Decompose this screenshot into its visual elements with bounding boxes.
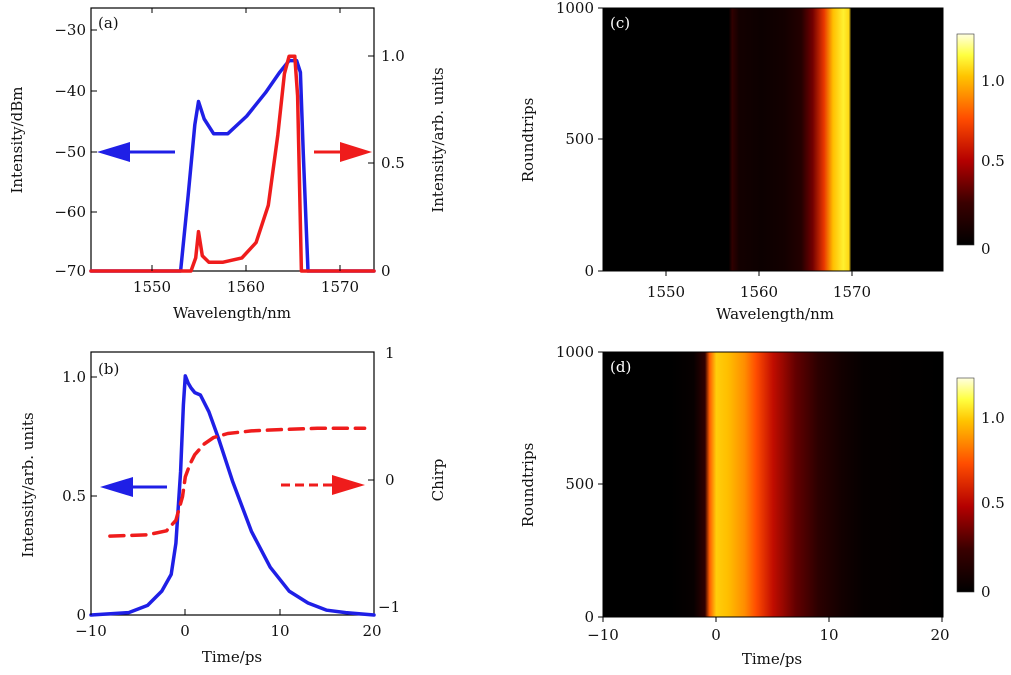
panel-c-ytick-0: 0 <box>584 262 594 280</box>
panel-a-ylabel-left: Intensity/dBm <box>8 86 26 193</box>
panel-b-ytick-r-m1: −1 <box>378 598 400 616</box>
panel-a-label: (a) <box>98 14 119 32</box>
panel-c-cbar-tick-1: 1.0 <box>981 72 1005 90</box>
panel-a-xlabel: Wavelength/nm <box>173 304 291 322</box>
panel-b-xtick-20: 20 <box>362 622 381 640</box>
panel-a-ytick-r-1: 1.0 <box>381 47 405 65</box>
panel-b-xtick-m10: −10 <box>75 622 107 640</box>
panel-c-xtick-1570: 1570 <box>833 283 871 301</box>
panel-a-ytick-r-0: 0 <box>381 262 391 280</box>
panel-d-ytick-0: 0 <box>584 608 594 626</box>
panel-d: (d) −10 0 10 20 1000 500 0 Time/ps Round… <box>519 343 1005 668</box>
panel-c-xlabel: Wavelength/nm <box>716 305 834 323</box>
panel-d-cbar-tick-1: 1.0 <box>981 409 1005 427</box>
panel-a-ytick-l-40: −40 <box>54 82 86 100</box>
panel-b-ytick-r-0: 0 <box>385 471 395 489</box>
panel-b-right-arrow-icon <box>332 475 365 495</box>
panel-a-xtick-1560: 1560 <box>227 278 265 296</box>
panel-a-ytick-l-60: −60 <box>54 203 86 221</box>
panel-b-xtick-0: 0 <box>180 622 190 640</box>
panel-b-ticks <box>90 376 374 615</box>
panel-a-ytick-l-70: −70 <box>54 262 86 280</box>
panel-d-heatmap <box>602 351 944 618</box>
panel-b-plot-area <box>89 374 376 617</box>
panel-c-ylabel: Roundtrips <box>519 98 537 183</box>
panel-c-ytick-1000: 1000 <box>556 0 594 17</box>
panel-c-xtick-1550: 1550 <box>647 283 685 301</box>
panel-c-ytick-500: 500 <box>565 130 594 148</box>
panel-a-series-blue-line <box>89 58 376 273</box>
panel-a: (a) 1550 1560 1570 −30 −40 −50 −60 −70 1… <box>8 7 447 322</box>
panel-a-ytick-r-05: 0.5 <box>381 154 405 172</box>
panel-b: (b) −10 0 10 20 1.0 0.5 0 1 0 −1 Time/ps… <box>19 344 447 666</box>
panel-d-colorbar <box>956 377 975 593</box>
panel-a-ytick-l-30: −30 <box>54 21 86 39</box>
panel-d-ticks <box>598 351 943 622</box>
panel-d-cbar-tick-05: 0.5 <box>981 494 1005 512</box>
panel-b-series-blue-line <box>89 374 376 617</box>
panel-d-xtick-m10: −10 <box>587 626 619 644</box>
panel-d-ylabel: Roundtrips <box>519 443 537 528</box>
panel-b-xlabel: Time/ps <box>202 648 262 666</box>
panel-d-ytick-1000: 1000 <box>556 343 594 361</box>
panel-d-xtick-10: 10 <box>819 626 838 644</box>
panel-a-xtick-1550: 1550 <box>133 278 171 296</box>
panel-d-cbar-tick-0: 0 <box>981 583 991 601</box>
panel-b-ylabel-left: Intensity/arb. units <box>19 412 37 557</box>
panel-c-cbar-tick-05: 0.5 <box>981 152 1005 170</box>
panel-b-ylabel-right: Chirp <box>429 459 447 502</box>
panel-b-ytick-r-1: 1 <box>385 344 395 362</box>
panel-a-x-ticks <box>91 8 374 271</box>
panel-d-ytick-500: 500 <box>565 475 594 493</box>
panel-a-plot-area <box>89 54 376 273</box>
panel-a-xtick-1570: 1570 <box>321 278 359 296</box>
panel-a-frame <box>90 7 375 272</box>
panel-c: (c) 1550 1560 1570 1000 500 0 Wavelength… <box>519 0 1005 323</box>
panel-a-series-red-line <box>89 54 376 273</box>
panel-a-left-arrow-icon <box>97 142 130 162</box>
panel-c-colorbar <box>956 33 975 246</box>
panel-b-ytick-l-1: 1.0 <box>62 368 86 386</box>
panel-b-xtick-10: 10 <box>270 622 289 640</box>
panel-a-ytick-l-50: −50 <box>54 143 86 161</box>
panel-a-ylabel-right: Intensity/arb. units <box>429 67 447 212</box>
panel-b-left-arrow-icon <box>100 477 133 497</box>
panel-b-label: (b) <box>98 360 119 378</box>
panel-c-ticks <box>598 7 853 276</box>
panel-c-xtick-1560: 1560 <box>740 283 778 301</box>
panel-d-label: (d) <box>610 358 631 376</box>
panel-c-cbar-tick-0: 0 <box>981 240 991 258</box>
panel-a-right-arrow-icon <box>340 142 372 162</box>
panel-b-ytick-l-0: 0 <box>76 606 86 624</box>
panel-c-heatmap <box>602 7 944 272</box>
panel-d-xlabel: Time/ps <box>742 650 802 668</box>
panel-c-label: (c) <box>610 14 630 32</box>
panel-b-ytick-l-05: 0.5 <box>62 487 86 505</box>
panel-d-xtick-20: 20 <box>930 626 949 644</box>
panel-d-xtick-0: 0 <box>711 626 721 644</box>
panel-b-series-red-line <box>108 426 367 538</box>
